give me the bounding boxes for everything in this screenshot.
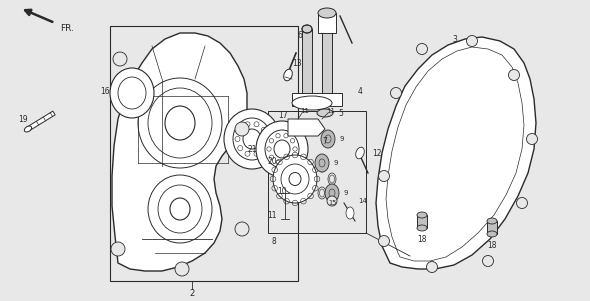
Ellipse shape xyxy=(235,222,249,236)
Text: 10: 10 xyxy=(277,187,287,196)
Polygon shape xyxy=(322,29,332,99)
Ellipse shape xyxy=(317,109,333,117)
Text: 14: 14 xyxy=(358,198,367,204)
Text: 7: 7 xyxy=(322,136,327,145)
Text: 9: 9 xyxy=(334,160,338,166)
Text: 2: 2 xyxy=(189,288,195,297)
Text: 19: 19 xyxy=(18,114,28,123)
Polygon shape xyxy=(487,221,497,234)
Text: 11: 11 xyxy=(300,108,309,114)
Text: 21: 21 xyxy=(247,144,257,154)
Polygon shape xyxy=(376,37,536,269)
Polygon shape xyxy=(27,111,55,131)
Text: FR.: FR. xyxy=(60,24,74,33)
Ellipse shape xyxy=(379,235,389,247)
Ellipse shape xyxy=(516,197,527,209)
Ellipse shape xyxy=(417,225,427,231)
Ellipse shape xyxy=(315,154,329,172)
Ellipse shape xyxy=(391,88,402,98)
Text: 4: 4 xyxy=(358,86,363,95)
Ellipse shape xyxy=(235,122,249,136)
Ellipse shape xyxy=(318,8,336,18)
Ellipse shape xyxy=(356,147,364,159)
Ellipse shape xyxy=(487,218,497,224)
Text: 12: 12 xyxy=(372,148,382,157)
Text: 9: 9 xyxy=(340,136,344,142)
Ellipse shape xyxy=(111,242,125,256)
Ellipse shape xyxy=(417,44,428,54)
Ellipse shape xyxy=(509,70,520,80)
Ellipse shape xyxy=(526,134,537,144)
Ellipse shape xyxy=(113,52,127,66)
Ellipse shape xyxy=(467,36,477,46)
Text: 15: 15 xyxy=(328,200,336,206)
Text: 5: 5 xyxy=(338,108,343,117)
Text: 13: 13 xyxy=(292,58,301,67)
Text: 18: 18 xyxy=(487,240,497,250)
Text: 17: 17 xyxy=(278,111,288,120)
Ellipse shape xyxy=(427,262,438,272)
Text: 18: 18 xyxy=(417,234,427,244)
Polygon shape xyxy=(318,13,336,33)
Bar xyxy=(110,26,298,281)
Polygon shape xyxy=(302,29,312,103)
Bar xyxy=(268,111,366,233)
Text: 9: 9 xyxy=(344,190,348,196)
Text: 11: 11 xyxy=(267,212,277,221)
Text: 16: 16 xyxy=(100,86,110,95)
Ellipse shape xyxy=(417,212,427,218)
Text: 11: 11 xyxy=(326,108,335,114)
Ellipse shape xyxy=(487,231,497,237)
Text: 3: 3 xyxy=(452,35,457,44)
Ellipse shape xyxy=(483,256,493,266)
Polygon shape xyxy=(112,33,247,271)
Ellipse shape xyxy=(292,96,332,110)
Text: 8: 8 xyxy=(272,237,277,246)
Text: 6: 6 xyxy=(297,32,302,41)
Ellipse shape xyxy=(175,262,189,276)
Ellipse shape xyxy=(321,130,335,148)
Ellipse shape xyxy=(24,126,32,132)
Ellipse shape xyxy=(110,68,154,118)
Ellipse shape xyxy=(379,170,389,182)
Polygon shape xyxy=(288,119,325,136)
Ellipse shape xyxy=(327,196,337,206)
Polygon shape xyxy=(417,215,427,228)
Ellipse shape xyxy=(284,69,292,81)
Ellipse shape xyxy=(224,109,280,169)
Text: 20: 20 xyxy=(267,157,277,166)
Ellipse shape xyxy=(325,184,339,202)
Polygon shape xyxy=(292,93,342,106)
Ellipse shape xyxy=(256,121,308,177)
Ellipse shape xyxy=(346,207,354,219)
Ellipse shape xyxy=(273,155,317,203)
Ellipse shape xyxy=(302,25,312,33)
